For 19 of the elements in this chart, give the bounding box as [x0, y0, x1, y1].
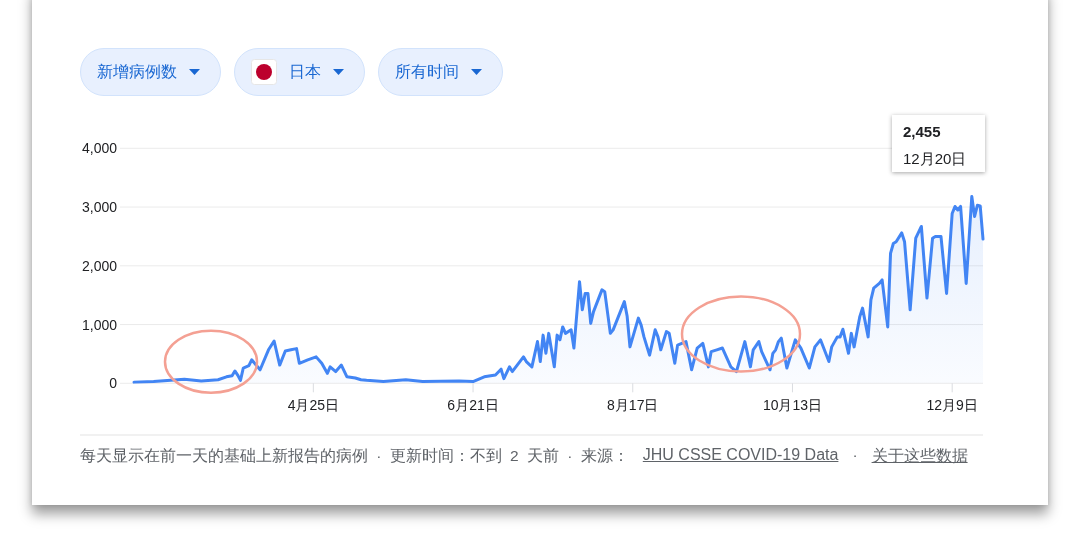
annotation: 12月20日 — [903, 150, 967, 167]
text: 关于这些数据 — [871, 446, 968, 466]
y-tick-label: 0 — [109, 375, 118, 392]
x-tick-label: 6月21日 — [447, 397, 499, 413]
text: 所有时间 — [395, 61, 459, 82]
text: · — [852, 446, 858, 465]
text: JHU CSSE COVID-19 Data — [642, 446, 839, 465]
text: 2,455 — [903, 123, 941, 140]
y-tick-label: 3,000 — [81, 199, 118, 216]
y-tick-label: 1,000 — [81, 316, 118, 333]
x-tick-label: 4月25日 — [287, 397, 340, 413]
chart-title: 新增病例数 — [97, 61, 177, 82]
y-tick-label: 4,000 — [81, 140, 118, 157]
y-tick-label: 2,000 — [81, 257, 118, 274]
x-tick-label: 12月9日 — [926, 397, 978, 413]
text: 每天显示在前一天的基础上新报告的病例 · 更新时间：不到 2 天前 · 来源： — [80, 446, 629, 466]
x-tick-label: 10月13日 — [762, 397, 823, 413]
chart-subtitle: 日本 — [289, 61, 321, 82]
x-tick-label: 8月17日 — [607, 397, 659, 413]
